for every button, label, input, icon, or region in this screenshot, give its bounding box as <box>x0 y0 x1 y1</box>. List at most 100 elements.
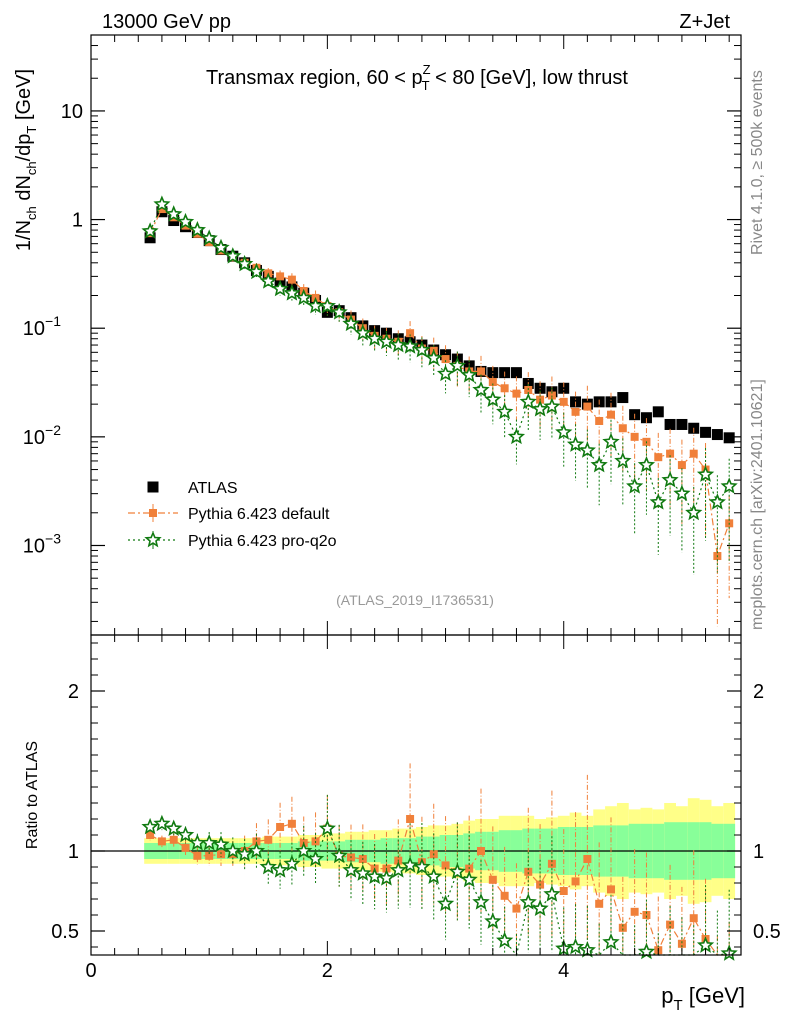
ratio-point-default <box>181 843 190 852</box>
ratio-point-proq2o <box>318 819 336 836</box>
analysis-watermark: (ATLAS_2019_I1736531) <box>336 592 494 608</box>
ratio-point-proq2o <box>602 933 620 950</box>
ratio-point-proq2o <box>566 937 585 955</box>
point-default <box>406 329 415 338</box>
ratio-point-proq2o <box>496 931 514 948</box>
point-data <box>676 418 688 430</box>
main-panel: 10 1 10−1 10−2 10−3 Transmax region, 60 < pZ… <box>13 34 742 636</box>
point-default <box>488 377 497 386</box>
point-proq2o <box>507 427 526 445</box>
point-proq2o <box>685 503 703 521</box>
ratio-point-proq2o <box>354 864 372 881</box>
ratio-point-proq2o <box>153 814 171 832</box>
point-proq2o <box>649 493 667 510</box>
point-data <box>510 367 522 379</box>
ratio-y-tick-label: 1 <box>68 841 79 863</box>
point-default <box>607 410 615 419</box>
ratio-point-proq2o <box>519 893 537 910</box>
point-default <box>287 275 296 284</box>
ratio-point-default <box>441 861 450 870</box>
point-proq2o <box>401 337 419 354</box>
point-proq2o <box>460 365 478 383</box>
point-proq2o <box>188 220 206 238</box>
ratio-point-proq2o <box>472 893 490 910</box>
ratio-point-proq2o <box>165 819 183 836</box>
legend-marker-default <box>149 509 157 517</box>
ratio-point-proq2o <box>247 841 266 859</box>
ratio-point-default <box>689 914 698 923</box>
point-proq2o <box>295 288 313 306</box>
point-proq2o <box>389 335 407 353</box>
point-proq2o <box>366 329 384 347</box>
ratio-series-proq2o <box>141 794 738 961</box>
ratio-point-default <box>157 837 166 846</box>
ratio-point-proq2o <box>413 857 431 875</box>
point-default <box>500 384 509 393</box>
point-proq2o <box>448 356 466 374</box>
ratio-point-default <box>677 939 686 948</box>
point-proq2o <box>484 390 502 407</box>
point-proq2o <box>590 456 608 473</box>
point-proq2o <box>708 493 726 510</box>
point-proq2o <box>413 340 431 358</box>
point-data <box>652 406 664 418</box>
point-default <box>630 432 639 441</box>
point-default <box>571 407 580 416</box>
series-data <box>144 206 735 444</box>
ratio-panel: 0.5 0.5 1 1 2 2 0 2 4 Ratio to ATLAS pT [GeV] <box>24 634 781 1014</box>
point-default <box>157 205 166 214</box>
point-default <box>666 449 675 458</box>
point-proq2o <box>673 484 691 501</box>
ratio-point-proq2o <box>141 817 159 835</box>
series-proq2o <box>141 195 738 576</box>
series-line-proq2o <box>149 203 730 515</box>
rivet-label: Rivet 4.1.0, ≥ 500k events <box>749 70 766 255</box>
ratio-point-default <box>559 887 568 895</box>
point-proq2o <box>342 314 360 332</box>
plot-title: Transmax region, 60 < pZ T < 80 [GeV], lo… <box>206 62 628 93</box>
point-default <box>654 453 663 462</box>
y-tick-label: 10−3 <box>23 530 61 557</box>
x-tick-label: 2 <box>322 960 333 982</box>
legend-label-data: ATLAS <box>188 480 238 497</box>
ratio-point-default <box>547 859 556 868</box>
point-default <box>441 355 450 364</box>
legend: ATLAS Pythia 6.423 default Pythia 6.423 pr… <box>128 480 337 550</box>
ratio-point-proq2o <box>531 899 549 916</box>
ratio-y-tick-label-right: 1 <box>753 841 764 863</box>
ratio-frame <box>90 634 742 956</box>
ratio-y-tick-label-right: 0.5 <box>753 921 781 943</box>
ratio-y-tick-label: 0.5 <box>51 921 79 943</box>
point-proq2o <box>614 451 632 469</box>
ratio-y-tick-label-right: 2 <box>753 681 764 703</box>
point-default <box>677 461 686 470</box>
point-default <box>559 397 568 406</box>
ratio-point-proq2o <box>425 867 443 884</box>
ratio-point-default <box>252 837 261 846</box>
ratio-point-default <box>488 875 497 884</box>
point-default <box>689 449 698 458</box>
point-default <box>583 402 592 411</box>
point-proq2o <box>566 435 585 452</box>
ratio-point-proq2o <box>200 833 218 851</box>
legend-marker-proq2o <box>144 530 162 548</box>
ratio-point-default <box>595 899 604 908</box>
ratio-point-default <box>666 920 675 929</box>
y-tick-label: 10 <box>61 101 83 123</box>
ratio-point-proq2o <box>236 845 254 862</box>
ratio-point-default <box>477 847 485 855</box>
ratio-point-default <box>512 904 521 913</box>
ratio-point-default <box>406 815 415 823</box>
point-proq2o <box>637 456 656 473</box>
point-proq2o <box>496 402 514 420</box>
point-proq2o <box>377 332 396 350</box>
x-axis-label: pT [GeV] <box>661 983 745 1014</box>
mcplots-label: mcplots.cern.ch [arXiv:2401.10621] <box>749 379 766 630</box>
ratio-y-axis-label: Ratio to ATLAS <box>24 741 41 849</box>
point-proq2o <box>176 212 195 230</box>
ratio-point-default <box>607 885 615 894</box>
point-proq2o <box>224 247 242 264</box>
ratio-point-proq2o <box>401 856 419 873</box>
ratio-point-default <box>276 823 285 831</box>
